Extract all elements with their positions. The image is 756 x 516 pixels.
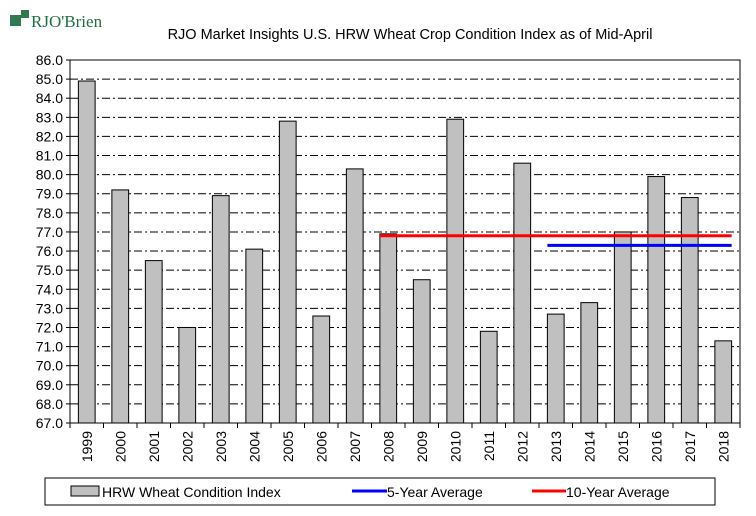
x-axis-ticks: 1999 2000 2001 2002 2003 2004 2005 2006 2007 2008…: [69, 423, 741, 462]
bar-2007: [345, 168, 364, 424]
x-tick-label: 2010: [447, 431, 463, 462]
x-tick-label: 2016: [648, 431, 664, 462]
x-tick-label: 2000: [112, 431, 128, 462]
bar-2009: [412, 279, 431, 424]
bar-2001: [144, 260, 163, 424]
bar-2008: [379, 233, 398, 424]
brand-name: RJO'Brien: [31, 12, 103, 31]
x-tick-label: 2005: [280, 431, 296, 462]
x-tick-label: 2006: [313, 431, 329, 462]
y-tick-label: 74.0: [36, 281, 63, 297]
x-tick-label: 2011: [481, 431, 497, 461]
legend-label-10-year: 10-Year Average: [566, 484, 670, 500]
legend-swatch-bar: [70, 485, 100, 497]
y-axis-ticks: 67.0 68.0 69.0 70.0 71.0 72.0 73.0 74.0 75.0 76.0…: [36, 52, 70, 431]
bar-2017: [680, 197, 699, 424]
bar-2011: [479, 330, 498, 424]
x-tick-label: 2018: [715, 431, 731, 462]
y-tick-label: 76.0: [36, 243, 63, 259]
bar-2003: [211, 195, 230, 424]
bar-2000: [111, 189, 130, 424]
bar-2004: [245, 248, 264, 424]
y-tick-label: 81.0: [36, 148, 63, 164]
bar-2016: [647, 176, 666, 424]
bar-2010: [446, 118, 465, 424]
x-tick-label: 2014: [581, 431, 597, 462]
y-tick-label: 68.0: [36, 396, 63, 412]
x-tick-label: 2002: [179, 431, 195, 462]
legend: HRW Wheat Condition Index 5-Year Average…: [44, 477, 716, 506]
bar-2013: [546, 313, 565, 424]
x-tick-label: 2013: [548, 431, 564, 462]
bar-series: [77, 80, 733, 424]
average-lines: [379, 234, 732, 247]
y-tick-label: 85.0: [36, 71, 63, 87]
bar-2018: [714, 340, 733, 424]
y-tick-label: 69.0: [36, 377, 63, 393]
y-tick-label: 82.0: [36, 128, 63, 144]
x-tick-label: 2008: [380, 431, 396, 462]
bar-2012: [513, 162, 532, 424]
bar-2015: [613, 231, 632, 424]
y-tick-label: 80.0: [36, 167, 63, 183]
bar-2014: [580, 302, 599, 424]
y-tick-label: 70.0: [36, 358, 63, 374]
x-tick-label: 2012: [514, 431, 530, 462]
y-tick-label: 78.0: [36, 205, 63, 221]
y-tick-label: 71.0: [36, 339, 63, 355]
y-tick-label: 83.0: [36, 109, 63, 125]
legend-label-index: HRW Wheat Condition Index: [102, 484, 281, 500]
legend-label-5-year: 5-Year Average: [387, 484, 483, 500]
y-tick-label: 72.0: [36, 319, 63, 335]
x-tick-label: 2015: [615, 431, 631, 462]
y-tick-label: 75.0: [36, 262, 63, 278]
x-tick-label: 2001: [146, 431, 162, 462]
plot-area: [69, 59, 741, 424]
x-tick-label: 1999: [79, 431, 95, 462]
y-tick-label: 86.0: [36, 52, 63, 68]
y-tick-label: 84.0: [36, 90, 63, 106]
chart-title: RJO Market Insights U.S. HRW Wheat Crop …: [168, 27, 653, 43]
x-tick-label: 2017: [682, 431, 698, 462]
bar-2005: [278, 120, 297, 424]
x-tick-label: 2009: [414, 431, 430, 462]
brand-logo: RJO'Brien: [10, 10, 103, 31]
y-tick-label: 79.0: [36, 186, 63, 202]
y-tick-label: 67.0: [36, 415, 63, 431]
bar-1999: [77, 80, 96, 424]
logo-mark-icon-accent: [21, 10, 29, 18]
y-tick-label: 77.0: [36, 224, 63, 240]
x-tick-label: 2007: [347, 431, 363, 462]
y-tick-label: 73.0: [36, 300, 63, 316]
logo-mark-icon: [10, 15, 21, 26]
bar-2006: [312, 315, 331, 424]
x-tick-label: 2004: [246, 431, 262, 462]
bar-2002: [178, 326, 197, 424]
x-tick-label: 2003: [213, 431, 229, 462]
